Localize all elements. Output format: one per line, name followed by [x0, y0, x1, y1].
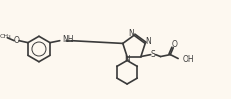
Text: N: N	[145, 37, 151, 46]
Text: O: O	[171, 40, 177, 49]
Text: N: N	[124, 55, 130, 64]
Text: O: O	[14, 36, 20, 45]
Text: S: S	[151, 50, 155, 59]
Text: NH: NH	[63, 35, 74, 44]
Text: OH: OH	[183, 55, 195, 64]
Text: CH₃: CH₃	[0, 34, 11, 39]
Text: N: N	[128, 29, 134, 38]
